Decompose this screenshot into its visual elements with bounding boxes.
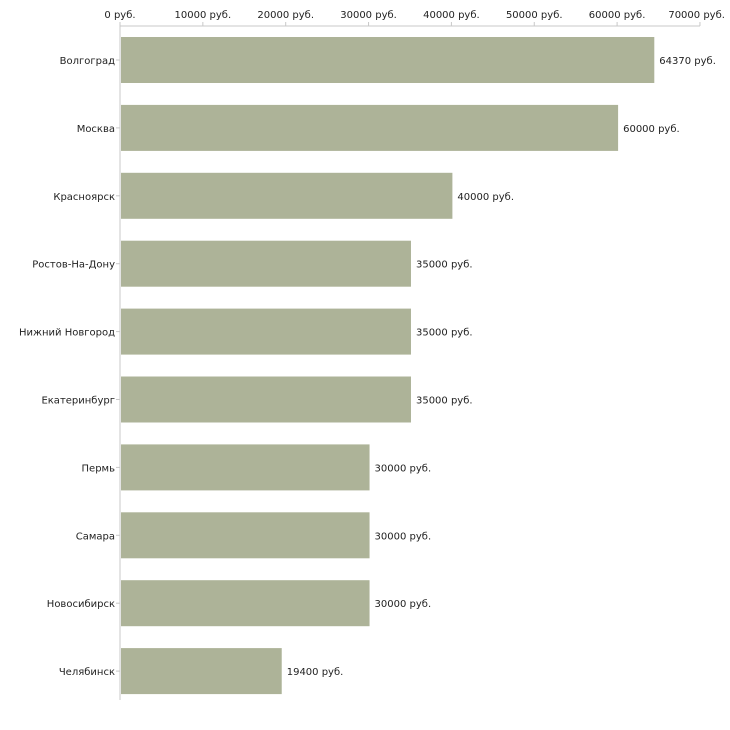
category-label: Новосибирск [47,599,115,610]
category-label: Ростов-На-Дону [32,260,115,271]
category-label: Екатеринбург [41,396,115,407]
data-label: 64370 руб. [659,56,716,67]
data-label: 30000 руб. [375,531,432,542]
bar [121,37,655,83]
bar [121,580,370,627]
category-label: Волгоград [60,56,115,67]
category-label: Нижний Новгород [19,328,115,339]
bar [121,308,411,355]
x-tick-label: 50000 руб. [506,10,563,21]
bar [121,444,370,491]
y-axis: Волгоград Москва Красноярск Ростов-На-Дону Н… [19,26,121,700]
category-label: Москва [77,124,115,135]
x-tick-label: 60000 руб. [589,10,646,21]
x-tick-label: 0 руб. [104,10,135,21]
data-label: 35000 руб. [416,396,473,407]
data-label: 30000 руб. [375,463,432,474]
data-label: 35000 руб. [416,328,473,339]
x-tick-label: 20000 руб. [257,10,314,21]
category-label: Самара [76,531,115,542]
category-label: Красноярск [53,192,115,203]
x-tick-label: 70000 руб. [668,10,725,21]
x-axis: 0 руб. 10000 руб. 20000 руб. 30000 руб. 4000… [104,10,725,27]
bar [121,376,411,423]
data-label: 19400 руб. [287,667,344,678]
bar [121,648,282,695]
bar [121,172,453,219]
bar [121,240,411,287]
data-label: 40000 руб. [457,192,514,203]
bar [121,104,619,151]
bars: 64370 руб. 60000 руб. 40000 руб. 35000 руб.… [121,37,716,695]
x-tick-label: 10000 руб. [175,10,232,21]
data-label: 35000 руб. [416,260,473,271]
x-tick-label: 30000 руб. [340,10,397,21]
data-label: 30000 руб. [375,599,432,610]
category-label: Пермь [82,463,116,474]
category-label: Челябинск [59,667,115,678]
data-label: 60000 руб. [623,124,680,135]
x-tick-label: 40000 руб. [423,10,480,21]
bar [121,512,370,559]
